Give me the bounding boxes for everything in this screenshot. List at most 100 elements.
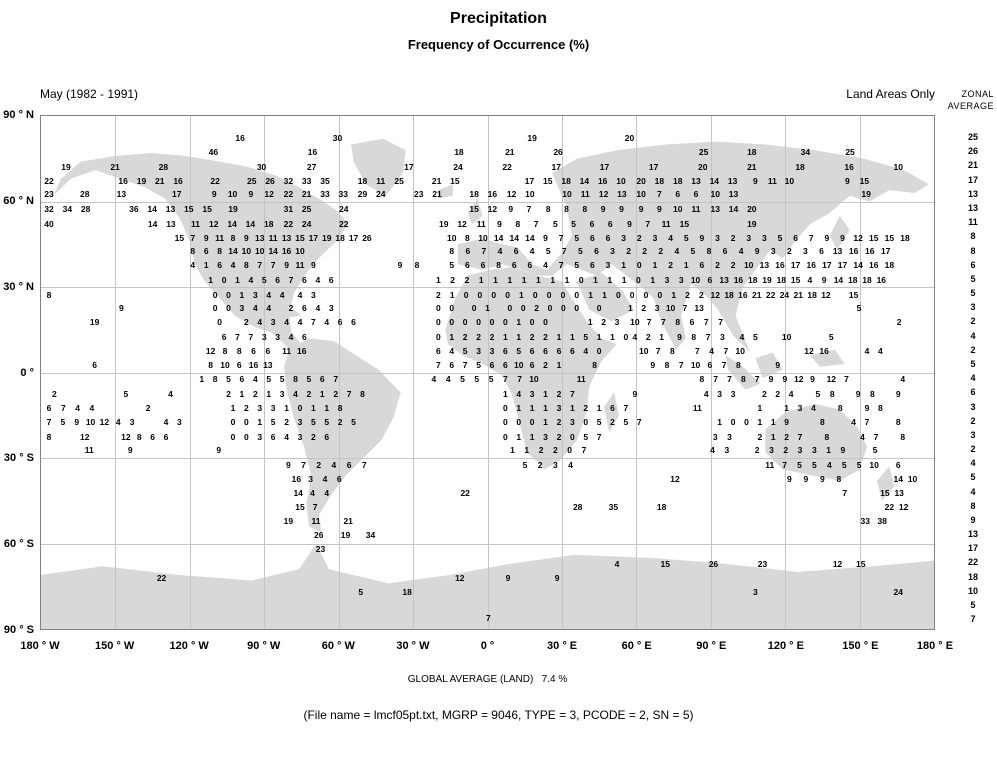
- grid-value: 8: [46, 289, 52, 300]
- grid-value: 16: [844, 161, 854, 172]
- grid-value: 7: [502, 373, 508, 384]
- grid-value: 12: [832, 559, 843, 570]
- grid-value: 11: [190, 218, 200, 229]
- grid-value: 5: [476, 359, 481, 370]
- grid-value: 24: [376, 189, 386, 200]
- grid-value: 9: [650, 359, 656, 370]
- grid-value: 20: [636, 175, 646, 186]
- grid-value: 13: [255, 232, 265, 243]
- grid-value: 5: [583, 331, 589, 342]
- grid-value: 2: [244, 316, 249, 327]
- zonal-average-column: 25 26 21 17 13 13 11 8 8 6 5 5 3 2 4 2 5 4 6 3 2 3 2 4 5 4 8 9 13 17 2…: [945, 115, 997, 630]
- grid-value: 12: [205, 345, 216, 356]
- grid-value: 6: [275, 274, 281, 285]
- grid-value: 15: [450, 175, 460, 186]
- grid-value: 9: [244, 232, 249, 243]
- zonal-average-value: 13: [967, 188, 978, 199]
- grid-value: 20: [747, 203, 757, 214]
- grid-value: 0: [574, 303, 580, 314]
- grid-value: 26: [362, 232, 372, 243]
- grid-value: 5: [488, 373, 494, 384]
- grid-value: 1: [521, 274, 527, 285]
- latitude-axis: 90 ° N 60 ° N 30 ° N 0 ° 30 ° S 60 ° S 90 ° S: [0, 109, 37, 636]
- grid-value: 13: [281, 232, 292, 243]
- grid-value: 3: [252, 289, 258, 300]
- grid-value: 15: [856, 559, 866, 570]
- zonal-average-value: 7: [970, 614, 976, 625]
- grid-value: 3: [724, 445, 730, 456]
- grid-value: 1: [569, 402, 575, 413]
- grid-value: 2: [537, 459, 543, 470]
- grid-value: 4: [738, 246, 744, 257]
- grid-value: 0: [436, 331, 441, 342]
- grid-value: 7: [561, 246, 567, 257]
- grid-value: 10: [639, 345, 649, 356]
- latitude-tick-label: 90 ° S: [3, 624, 34, 636]
- grid-value: 10: [255, 246, 265, 257]
- grid-value: 8: [136, 431, 142, 442]
- grid-value: 4: [190, 260, 196, 271]
- grid-value: 34: [800, 146, 811, 157]
- grid-value: 16: [806, 260, 816, 271]
- grid-value: 7: [864, 416, 870, 427]
- grid-value: 4: [230, 260, 236, 271]
- grid-value: 0: [226, 289, 231, 300]
- grid-value: 10: [562, 189, 572, 200]
- grid-value: 6: [819, 246, 824, 257]
- grid-value: 10: [220, 359, 230, 370]
- grid-value: 1: [610, 331, 615, 342]
- grid-value: 3: [310, 289, 316, 300]
- grid-value: 18: [654, 175, 665, 186]
- grid-value: 11: [576, 373, 586, 384]
- grid-value: 13: [166, 218, 176, 229]
- grid-value: 1: [593, 274, 598, 285]
- grid-value: 7: [526, 203, 532, 214]
- grid-value: 5: [856, 459, 862, 470]
- grid-value: 7: [569, 388, 575, 399]
- grid-value: 0: [502, 316, 508, 327]
- grid-value: 3: [717, 388, 723, 399]
- grid-value: 28: [80, 189, 90, 200]
- grid-value: 17: [790, 260, 801, 271]
- grid-value: 5: [596, 416, 602, 427]
- grid-value: 9: [627, 218, 632, 229]
- grid-value: 7: [558, 260, 564, 271]
- grid-value: 9: [554, 572, 560, 583]
- grid-value: 18: [357, 175, 368, 186]
- grid-value: 1: [650, 274, 656, 285]
- grid-value: 24: [779, 289, 790, 300]
- grid-value: 9: [285, 459, 291, 470]
- grid-value: 4: [252, 373, 258, 384]
- grid-value: 0: [507, 303, 513, 314]
- grid-value: 5: [812, 459, 817, 470]
- grid-value: 1: [543, 388, 548, 399]
- grid-value: 4: [703, 388, 709, 399]
- grid-value: 16: [248, 359, 259, 370]
- zonal-average-value: 13: [967, 529, 978, 540]
- grid-value: 7: [361, 459, 367, 470]
- grid-value: 7: [436, 359, 441, 370]
- grid-value: 27: [306, 161, 317, 172]
- grid-value: 1: [683, 260, 689, 271]
- grid-value: 16: [597, 175, 608, 186]
- grid-value: 7: [481, 246, 487, 257]
- grid-value: 3: [654, 303, 660, 314]
- grid-value: 4: [445, 373, 451, 384]
- grid-value: 7: [657, 189, 662, 200]
- grid-value: 46: [208, 146, 219, 157]
- grid-value: 7: [310, 316, 316, 327]
- grid-value: 6: [793, 232, 798, 243]
- grid-value: 6: [502, 345, 508, 356]
- grid-value: 18: [469, 189, 479, 200]
- grid-value: 17: [172, 189, 182, 200]
- grid-value: 3: [652, 232, 658, 243]
- grid-value: 0: [596, 303, 602, 314]
- grid-value: 8: [208, 359, 214, 370]
- grid-value: 4: [811, 402, 816, 413]
- grid-value: 8: [837, 402, 843, 413]
- longitude-tick-label: 150 ° W: [94, 640, 135, 652]
- grid-value: 6: [589, 218, 595, 229]
- grid-value: 3: [621, 232, 627, 243]
- grid-value: 10: [241, 246, 252, 257]
- grid-value: 9: [821, 274, 827, 285]
